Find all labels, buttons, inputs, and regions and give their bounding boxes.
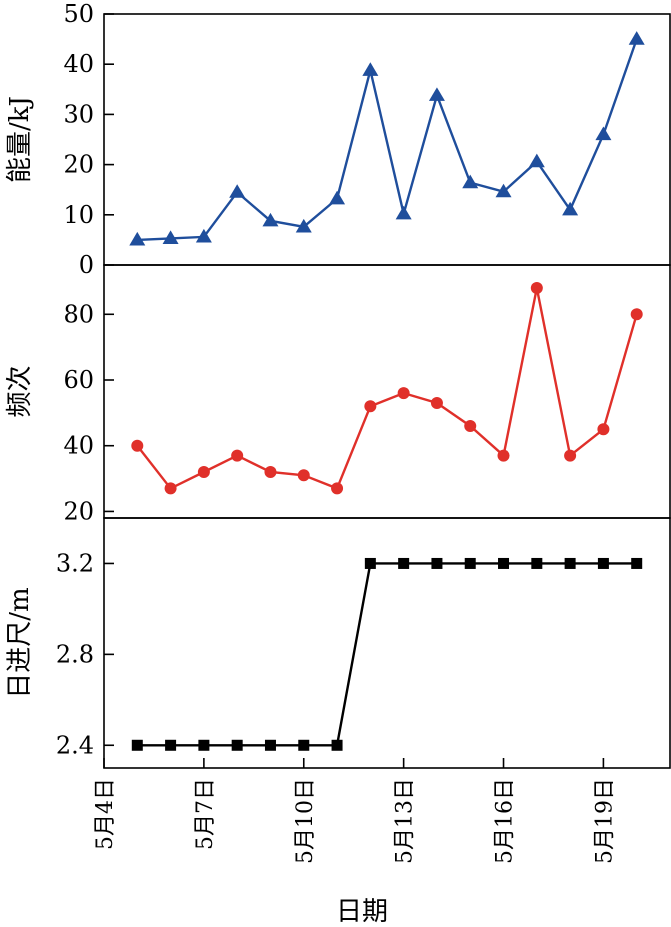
data-point xyxy=(631,557,643,569)
x-tick-label: 5月10日 xyxy=(293,778,318,864)
data-point xyxy=(164,482,177,495)
data-point xyxy=(531,557,543,569)
y-tick-label: 60 xyxy=(63,366,94,394)
data-point xyxy=(195,228,212,243)
data-point xyxy=(495,183,512,198)
x-tick-label: 5月19日 xyxy=(592,778,617,864)
data-point xyxy=(498,557,510,569)
y-tick-label: 10 xyxy=(63,201,94,229)
data-point xyxy=(362,62,379,76)
x-tick-label: 5月16日 xyxy=(493,778,518,864)
data-point xyxy=(298,739,310,751)
data-point xyxy=(131,739,143,751)
panel-1: 0 10 20 30 40 50 能量/kJ xyxy=(5,0,671,279)
data-point xyxy=(597,557,609,569)
x-axis-title: 日期 xyxy=(336,897,388,927)
data-point xyxy=(264,739,276,751)
data-point xyxy=(398,557,410,569)
data-point xyxy=(430,397,443,409)
data-point xyxy=(431,557,443,569)
y-tick-label: 40 xyxy=(63,432,94,460)
data-point xyxy=(364,400,377,413)
data-point xyxy=(428,87,445,101)
data-point xyxy=(464,420,477,432)
data-point xyxy=(229,184,246,198)
y-tick-label: 2.4 xyxy=(56,731,94,759)
series-line xyxy=(137,38,638,242)
y-axis-title: 能量/kJ xyxy=(5,96,35,183)
data-point xyxy=(462,174,479,189)
panel-2: 20 40 60 80 频次 xyxy=(5,264,671,525)
data-point xyxy=(364,557,376,569)
data-point xyxy=(198,739,210,751)
y-tick-label: 20 xyxy=(63,151,94,179)
data-point xyxy=(597,423,610,436)
data-point xyxy=(497,449,510,462)
data-point xyxy=(628,31,645,45)
data-point xyxy=(231,739,243,751)
data-point xyxy=(528,153,545,168)
data-point xyxy=(197,466,210,478)
data-point xyxy=(464,557,476,569)
data-point xyxy=(595,126,612,141)
data-point xyxy=(297,469,310,482)
data-point xyxy=(562,201,579,216)
x-tick-label: 5月4日 xyxy=(93,778,118,850)
data-point xyxy=(295,218,312,233)
data-point xyxy=(264,466,277,478)
y-tick-label: 3.2 xyxy=(56,549,94,577)
data-point xyxy=(129,231,146,246)
data-point xyxy=(564,557,576,569)
x-tick-label: 5月7日 xyxy=(193,778,218,850)
panel-frame xyxy=(103,517,671,769)
data-point xyxy=(331,739,343,751)
data-point xyxy=(630,308,643,321)
data-point xyxy=(395,205,412,220)
y-axis-title: 日进尺/m xyxy=(5,587,35,698)
data-point xyxy=(329,190,346,205)
data-point xyxy=(397,387,410,400)
y-tick-label: 0 xyxy=(79,251,94,279)
y-tick-label: 30 xyxy=(63,100,94,128)
panel-3: 2.4 2.8 3.2 日进尺/m xyxy=(5,517,671,769)
y-axis-title: 频次 xyxy=(5,365,35,417)
series-line xyxy=(137,562,637,747)
series-line xyxy=(136,287,638,490)
y-tick-label: 80 xyxy=(63,300,94,328)
data-point xyxy=(131,439,144,452)
y-tick-label: 50 xyxy=(63,0,94,28)
data-point xyxy=(331,482,344,495)
data-point xyxy=(162,230,179,244)
data-point xyxy=(530,282,543,294)
data-point xyxy=(165,739,177,751)
data-point xyxy=(262,212,279,227)
y-tick-label: 2.8 xyxy=(56,640,94,668)
x-tick-label: 5月13日 xyxy=(393,778,418,864)
x-axis: 5月4日 5月7日 5月10日 5月13日 5月16日 5月19日 xyxy=(93,758,617,864)
data-point xyxy=(231,449,244,462)
y-tick-label: 20 xyxy=(63,497,94,525)
data-point xyxy=(564,449,577,462)
y-tick-label: 40 xyxy=(63,50,94,78)
